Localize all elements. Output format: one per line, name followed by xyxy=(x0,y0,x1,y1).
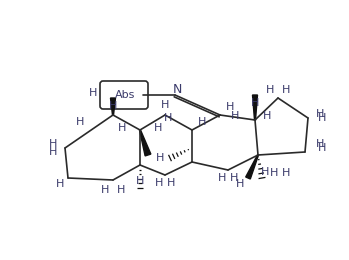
Text: H: H xyxy=(198,117,206,127)
Text: H: H xyxy=(266,85,274,95)
Polygon shape xyxy=(140,130,151,156)
Text: H: H xyxy=(282,85,290,95)
Text: H: H xyxy=(118,123,126,133)
Text: H: H xyxy=(161,100,169,110)
Text: H: H xyxy=(49,147,57,157)
Text: H: H xyxy=(156,153,164,163)
Text: H: H xyxy=(318,143,326,153)
Text: H: H xyxy=(316,139,324,149)
Text: H: H xyxy=(263,111,271,121)
Polygon shape xyxy=(111,98,116,115)
Text: H: H xyxy=(154,123,162,133)
Text: Abs: Abs xyxy=(115,90,135,100)
Text: H: H xyxy=(136,176,144,186)
Text: H: H xyxy=(226,102,234,112)
Text: H: H xyxy=(109,101,117,111)
Text: H: H xyxy=(230,173,238,183)
Text: H: H xyxy=(76,117,84,127)
Text: H: H xyxy=(89,88,97,98)
Text: H: H xyxy=(236,179,244,189)
Text: H: H xyxy=(251,98,259,108)
Text: H: H xyxy=(282,168,290,178)
Text: H: H xyxy=(318,113,326,123)
Text: H: H xyxy=(101,185,109,195)
Text: H: H xyxy=(49,139,57,149)
Polygon shape xyxy=(246,155,259,179)
Text: H: H xyxy=(270,168,278,178)
Text: H: H xyxy=(231,111,239,121)
Text: H: H xyxy=(117,185,125,195)
Text: H: H xyxy=(218,173,226,183)
Text: H: H xyxy=(261,167,269,177)
Text: H: H xyxy=(164,113,172,123)
Text: N: N xyxy=(172,82,182,95)
Text: H: H xyxy=(56,179,64,189)
Text: H: H xyxy=(316,109,324,119)
Text: H: H xyxy=(155,178,163,188)
Text: H: H xyxy=(167,178,175,188)
Polygon shape xyxy=(252,95,258,120)
FancyBboxPatch shape xyxy=(100,81,148,109)
